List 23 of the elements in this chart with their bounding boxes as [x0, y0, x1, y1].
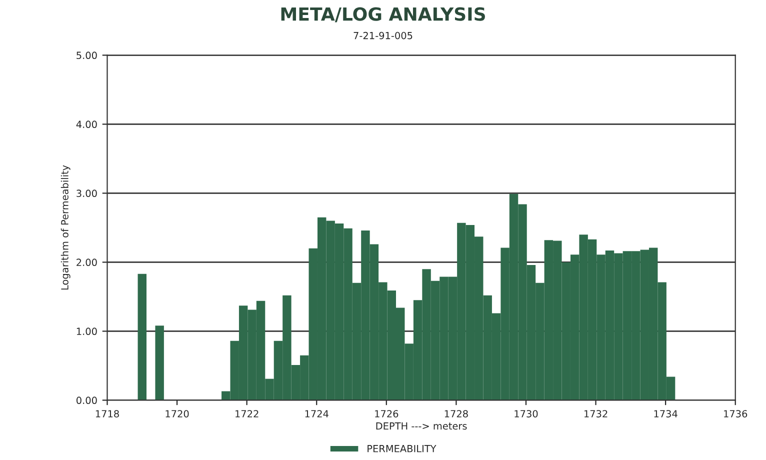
x-tick-label: 1722: [236, 410, 258, 418]
x-tick-label: 1726: [375, 410, 398, 418]
legend-label: PERMEABILITY: [368, 445, 436, 452]
x-tick-label: 1736: [724, 410, 748, 418]
x-tick-label: 1720: [166, 410, 189, 418]
x-tick-label: 1730: [514, 410, 538, 418]
y-tick-label: 1.00: [76, 328, 97, 336]
y-tick-label: 5.00: [76, 52, 97, 60]
chart-title: META/LOG ANALYSIS: [281, 7, 485, 22]
x-tick-label: 1728: [444, 410, 468, 418]
x-tick-label: 1734: [654, 410, 678, 418]
y-tick-label: 0.00: [76, 396, 97, 404]
bar: [155, 326, 164, 400]
x-tick-label: 1724: [305, 410, 328, 418]
y-tick-label: 2.00: [76, 258, 97, 266]
x-tick-label: 1718: [96, 410, 119, 418]
chart-subtitle: 7-21-91-005: [354, 32, 412, 40]
y-tick-label: 4.00: [76, 120, 97, 128]
y-axis-title: Logarithm of Permeability: [60, 165, 70, 290]
x-tick-label: 1732: [584, 410, 608, 418]
y-tick-label: 3.00: [76, 190, 97, 198]
x-axis-title: DEPTH ---> meters: [376, 422, 467, 430]
bar: [138, 274, 146, 400]
